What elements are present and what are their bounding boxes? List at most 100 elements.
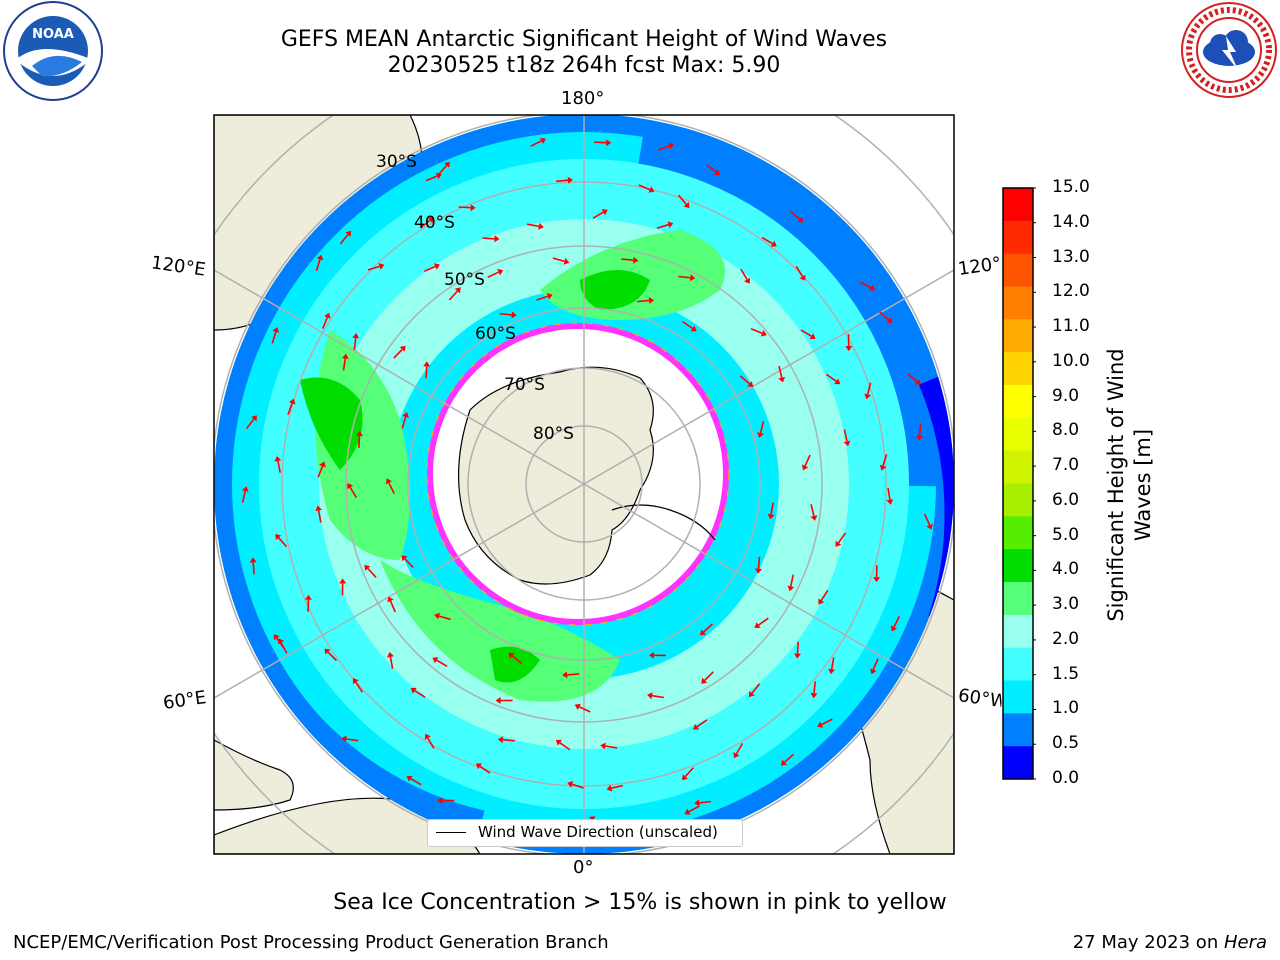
wave-arrow: [448, 290, 458, 301]
wave-arrow: [706, 164, 717, 173]
sea-ice-caption: Sea Ice Concentration > 15% is shown in …: [333, 890, 947, 915]
wave-arrow: [810, 504, 815, 517]
wave-arrow-head: [810, 515, 818, 521]
wave-arrow-head: [324, 312, 331, 319]
wave-arrow: [276, 637, 285, 649]
wave-arrow: [820, 589, 829, 601]
wave-arrow: [317, 465, 324, 478]
wave-arrow: [813, 681, 817, 694]
wave-arrow: [688, 805, 700, 813]
wave-arrow-head: [869, 284, 876, 291]
wave-arrow: [367, 265, 380, 271]
wave-arrow: [790, 574, 794, 587]
wave-arrow-head: [274, 456, 282, 462]
wave-arrow: [425, 366, 428, 379]
wave-arrow-head: [241, 486, 249, 492]
wave-arrow-head: [352, 333, 360, 339]
wave-arrow: [907, 373, 918, 383]
wave-arrow-head: [633, 256, 639, 264]
colorbar-tick-label: 11.0: [1052, 316, 1090, 337]
colorbar-cell: [1003, 450, 1033, 484]
wave-arrow: [887, 487, 891, 500]
wave-arrow-head: [767, 513, 775, 520]
wave-arrow: [804, 454, 811, 467]
wave-arrow: [837, 532, 847, 544]
wave-arrow: [342, 358, 347, 371]
lat-label-80s: 80°S: [533, 424, 574, 444]
wave-arrow-head: [433, 263, 440, 270]
wave-arrow-head: [601, 209, 608, 216]
colorbar-label-line-2: Waves [m]: [1131, 428, 1155, 542]
colorbar-cell: [1003, 385, 1033, 419]
wave-arrow-head: [387, 596, 394, 603]
wave-arrow-head: [567, 781, 574, 788]
wave-arrow: [252, 562, 255, 575]
wave-arrow-head: [770, 240, 777, 247]
wave-arrow: [389, 656, 394, 669]
wave-arrow: [438, 164, 448, 175]
colorbar-cell: [1003, 516, 1033, 550]
wave-arrow-head: [402, 412, 409, 418]
wave-arrow: [420, 219, 431, 229]
wave-arrow: [346, 738, 359, 742]
wave-arrow-head: [387, 652, 394, 658]
wave-arrow: [843, 429, 848, 442]
wave-arrow: [578, 706, 591, 713]
wave-arrow: [879, 311, 890, 321]
wave-arrow: [696, 719, 708, 728]
wave-arrow: [559, 742, 571, 751]
colorbar-cell: [1003, 417, 1033, 452]
wave-arrow-head: [794, 653, 801, 659]
wave-arrow-head: [251, 415, 257, 422]
colorbar-cell: [1003, 286, 1033, 320]
colorbar-tick-label: 15.0: [1052, 177, 1090, 197]
lat-label-60s: 60°S: [475, 324, 516, 344]
lat-label-70s: 70°S: [504, 375, 545, 395]
wave-arrow: [315, 259, 321, 272]
wave-arrow-head: [684, 808, 691, 815]
wave-arrow-head: [890, 625, 898, 632]
wave-arrow-head: [511, 311, 517, 319]
wave-arrow-head: [760, 330, 767, 337]
wave-arrow: [830, 657, 835, 670]
wave-arrow-head: [755, 568, 762, 574]
wave-arrow: [241, 490, 247, 503]
legend-label: Wind Wave Direction (unscaled): [478, 823, 718, 841]
wave-arrow-head: [546, 293, 553, 300]
footer-date-text: 27 May 2023 on: [1072, 932, 1224, 953]
wave-arrow: [825, 373, 837, 382]
wave-arrow: [677, 194, 687, 205]
wave-arrow-head: [432, 657, 439, 664]
wave-arrow: [321, 317, 329, 329]
wave-arrow-head: [316, 254, 324, 261]
wave-arrow-head: [555, 739, 562, 746]
wave-arrow: [872, 658, 879, 670]
wave-arrow: [482, 237, 495, 240]
wave-arrow-head: [495, 697, 501, 704]
wave-arrow-head: [563, 257, 570, 265]
colorbar-cell: [1003, 713, 1033, 747]
wave-arrow: [404, 558, 414, 568]
wave-arrow: [796, 641, 799, 654]
wave-arrow-head: [694, 799, 700, 807]
wave-arrow: [438, 615, 451, 621]
wave-arrow-head: [606, 784, 613, 792]
wave-arrow-head: [648, 297, 655, 304]
wave-arrow-head: [733, 752, 740, 759]
wave-arrow: [277, 460, 281, 473]
wave-arrow-head: [809, 333, 816, 340]
wave-arrow-head: [683, 202, 690, 209]
colorbar-tick-label: 10.0: [1052, 350, 1090, 371]
lon-label-180: 180°: [561, 88, 605, 109]
wave-arrow-head: [304, 594, 312, 600]
wave-arrow-head: [886, 317, 893, 324]
wave-arrow-head: [423, 361, 431, 367]
wave-arrow-head: [714, 169, 721, 176]
wave-arrow: [245, 418, 255, 430]
wave-arrow: [682, 320, 693, 330]
lat-label-50s: 50°S: [444, 270, 485, 290]
wave-arrow-head: [347, 483, 354, 490]
wave-arrow-head: [406, 775, 413, 782]
wave-arrow-head: [747, 381, 754, 387]
wave-arrow: [567, 673, 580, 676]
